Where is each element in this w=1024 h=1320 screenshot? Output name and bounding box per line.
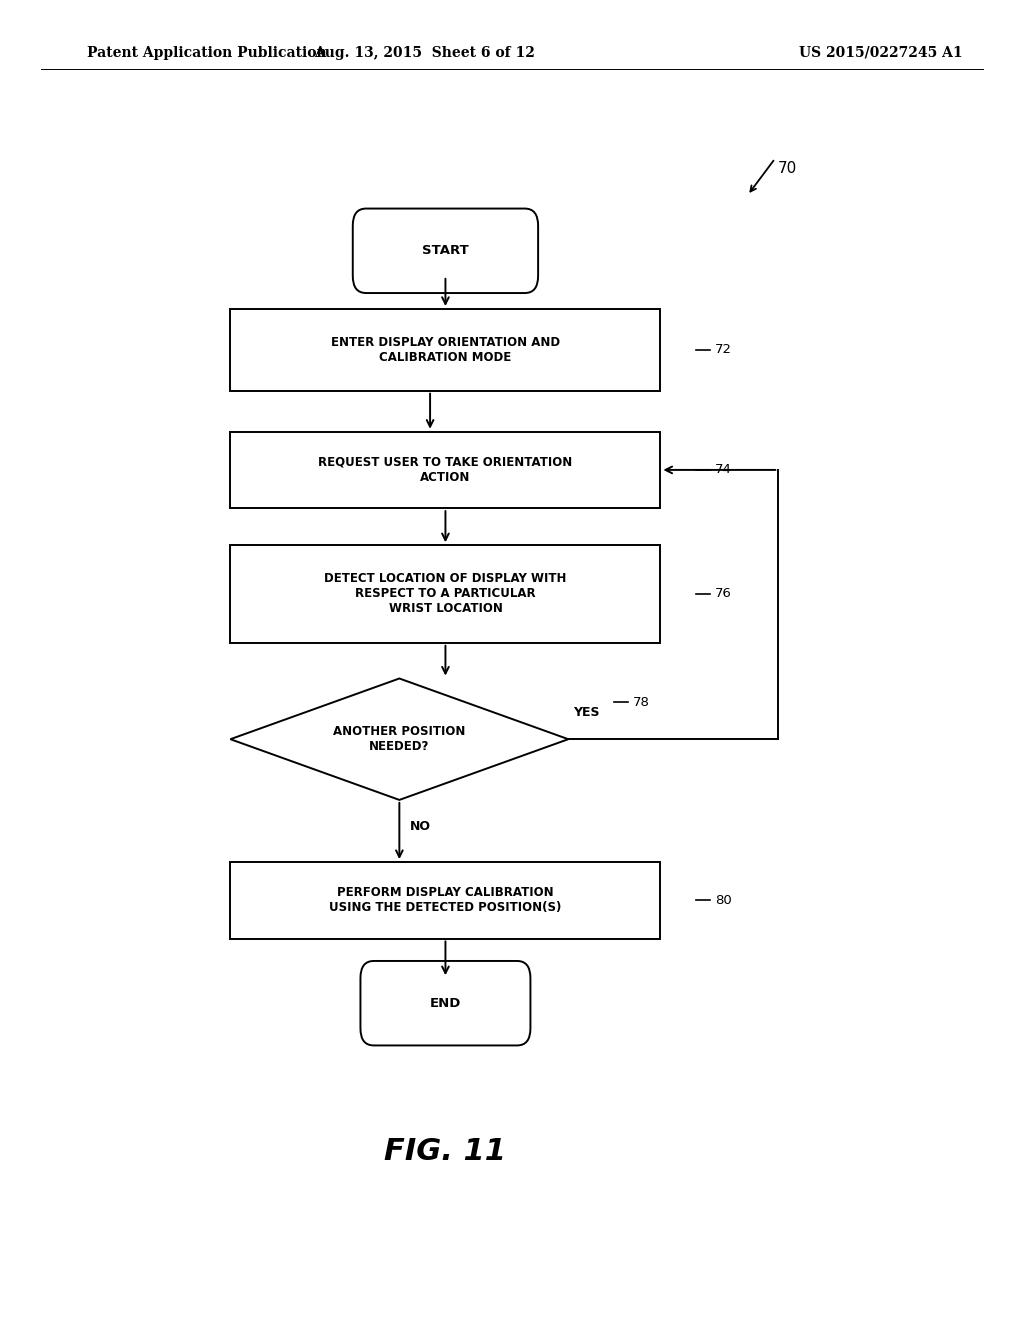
Bar bbox=[230, 309, 660, 391]
Text: 72: 72 bbox=[715, 343, 732, 356]
Text: ENTER DISPLAY ORIENTATION AND
CALIBRATION MODE: ENTER DISPLAY ORIENTATION AND CALIBRATIO… bbox=[331, 335, 560, 364]
Text: DETECT LOCATION OF DISPLAY WITH
RESPECT TO A PARTICULAR
WRIST LOCATION: DETECT LOCATION OF DISPLAY WITH RESPECT … bbox=[325, 573, 566, 615]
FancyBboxPatch shape bbox=[352, 209, 539, 293]
Text: YES: YES bbox=[573, 706, 600, 719]
Text: PERFORM DISPLAY CALIBRATION
USING THE DETECTED POSITION(S): PERFORM DISPLAY CALIBRATION USING THE DE… bbox=[330, 886, 561, 915]
Polygon shape bbox=[230, 678, 568, 800]
Text: FIG. 11: FIG. 11 bbox=[384, 1137, 507, 1166]
Text: 76: 76 bbox=[715, 587, 731, 601]
Text: 70: 70 bbox=[778, 161, 798, 177]
Bar bbox=[230, 545, 660, 643]
FancyBboxPatch shape bbox=[360, 961, 530, 1045]
Text: REQUEST USER TO TAKE ORIENTATION
ACTION: REQUEST USER TO TAKE ORIENTATION ACTION bbox=[318, 455, 572, 484]
Text: NO: NO bbox=[410, 820, 431, 833]
Text: 80: 80 bbox=[715, 894, 731, 907]
Text: ANOTHER POSITION
NEEDED?: ANOTHER POSITION NEEDED? bbox=[333, 725, 466, 754]
Bar bbox=[230, 432, 660, 508]
Text: US 2015/0227245 A1: US 2015/0227245 A1 bbox=[799, 46, 963, 59]
Text: Aug. 13, 2015  Sheet 6 of 12: Aug. 13, 2015 Sheet 6 of 12 bbox=[314, 46, 536, 59]
Text: 78: 78 bbox=[633, 696, 649, 709]
Text: START: START bbox=[422, 244, 469, 257]
Text: 74: 74 bbox=[715, 463, 731, 477]
Text: END: END bbox=[430, 997, 461, 1010]
Text: Patent Application Publication: Patent Application Publication bbox=[87, 46, 327, 59]
Bar bbox=[230, 862, 660, 939]
